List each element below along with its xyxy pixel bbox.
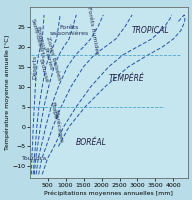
Text: Toundra: Toundra	[22, 156, 47, 161]
Text: Semi-déserts: Semi-déserts	[30, 18, 46, 59]
Text: BORÉAL: BORÉAL	[75, 138, 106, 147]
Text: Déserts: Déserts	[33, 55, 38, 79]
X-axis label: Précipitations moyennes annuelles [mm]: Précipitations moyennes annuelles [mm]	[44, 190, 173, 196]
Text: Épineux: Épineux	[35, 26, 47, 52]
Text: Marécages: Marécages	[53, 109, 64, 144]
Text: Zones boisées: Zones boisées	[45, 36, 61, 81]
Text: Étape: Étape	[50, 101, 59, 120]
Text: Forêts
saisonnières: Forêts saisonnières	[50, 25, 89, 36]
Text: TEMPÉRÉ: TEMPÉRÉ	[109, 74, 145, 83]
Text: Forêts humides: Forêts humides	[86, 7, 99, 55]
Text: Broussé: Broussé	[38, 58, 49, 83]
Text: TROPICAL: TROPICAL	[131, 26, 169, 35]
Text: Prairies: Prairies	[42, 47, 53, 71]
Y-axis label: Température moyenne annuelle [°C]: Température moyenne annuelle [°C]	[4, 35, 10, 150]
